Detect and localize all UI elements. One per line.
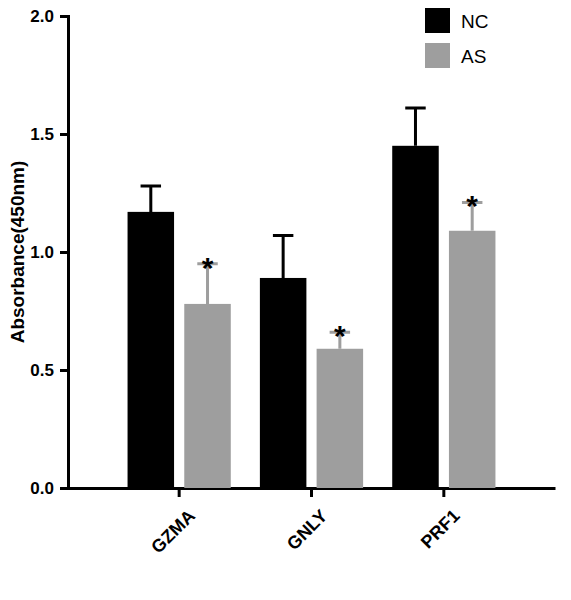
bar xyxy=(184,304,231,488)
chart: 0.0 0.5 1.0 1.5 2.0 GZMA GNLY PRF1 * * * Absorbance… xyxy=(0,0,571,600)
bar xyxy=(260,278,307,488)
x-axis: GZMA GNLY PRF1 xyxy=(69,488,556,557)
plot: 0.0 0.5 1.0 1.5 2.0 GZMA GNLY PRF1 * * * xyxy=(30,7,555,557)
x-tick-label: GZMA xyxy=(147,506,199,558)
y-tick: 1.5 xyxy=(30,125,68,144)
y-tick: 0.0 xyxy=(30,479,68,498)
y-tick-label: 1.5 xyxy=(30,125,54,144)
y-tick-label: 2.0 xyxy=(30,7,54,26)
bars xyxy=(128,108,496,488)
y-axis-title: Absorbance(450nm) xyxy=(7,161,28,344)
y-tick-mark xyxy=(60,487,68,490)
significance: * xyxy=(202,251,214,284)
legend-swatch xyxy=(425,8,450,33)
x-tick-mark xyxy=(310,488,313,497)
error-bar xyxy=(273,235,293,277)
y-tick-label: 0.0 xyxy=(30,479,54,498)
legend-item: NC xyxy=(425,8,488,33)
y-tick-mark xyxy=(60,133,68,136)
y-tick-mark xyxy=(60,251,68,254)
bar xyxy=(128,212,175,488)
legend-swatch xyxy=(425,43,450,68)
legend-label: NC xyxy=(461,11,488,32)
y-tick: 1.0 xyxy=(30,243,68,262)
y-tick-mark xyxy=(60,369,68,372)
y-tick: 0.5 xyxy=(30,361,68,380)
annotations: * * * xyxy=(202,189,479,352)
bar xyxy=(317,349,364,488)
bar xyxy=(392,146,439,488)
legend-item: AS xyxy=(425,43,486,68)
significance: * xyxy=(334,319,346,352)
y-tick-label: 0.5 xyxy=(30,361,54,380)
x-tick-label: GNLY xyxy=(283,506,331,554)
y-axis-line xyxy=(60,17,69,489)
x-tick-mark xyxy=(178,488,181,497)
legend: NC AS xyxy=(425,8,488,68)
x-tick-label: PRF1 xyxy=(417,506,464,553)
x-tick: GNLY xyxy=(283,488,331,554)
bar xyxy=(449,231,496,488)
error-bar xyxy=(405,108,425,146)
y-tick: 2.0 xyxy=(30,7,68,26)
error-bar xyxy=(141,186,161,212)
significance: * xyxy=(466,189,478,222)
y-tick-label: 1.0 xyxy=(30,243,54,262)
x-tick-mark xyxy=(442,488,445,497)
x-tick: PRF1 xyxy=(417,488,464,552)
x-tick: GZMA xyxy=(147,488,199,557)
legend-label: AS xyxy=(461,46,486,67)
y-tick-mark xyxy=(60,15,68,18)
y-axis: 0.0 0.5 1.0 1.5 2.0 xyxy=(30,7,68,498)
